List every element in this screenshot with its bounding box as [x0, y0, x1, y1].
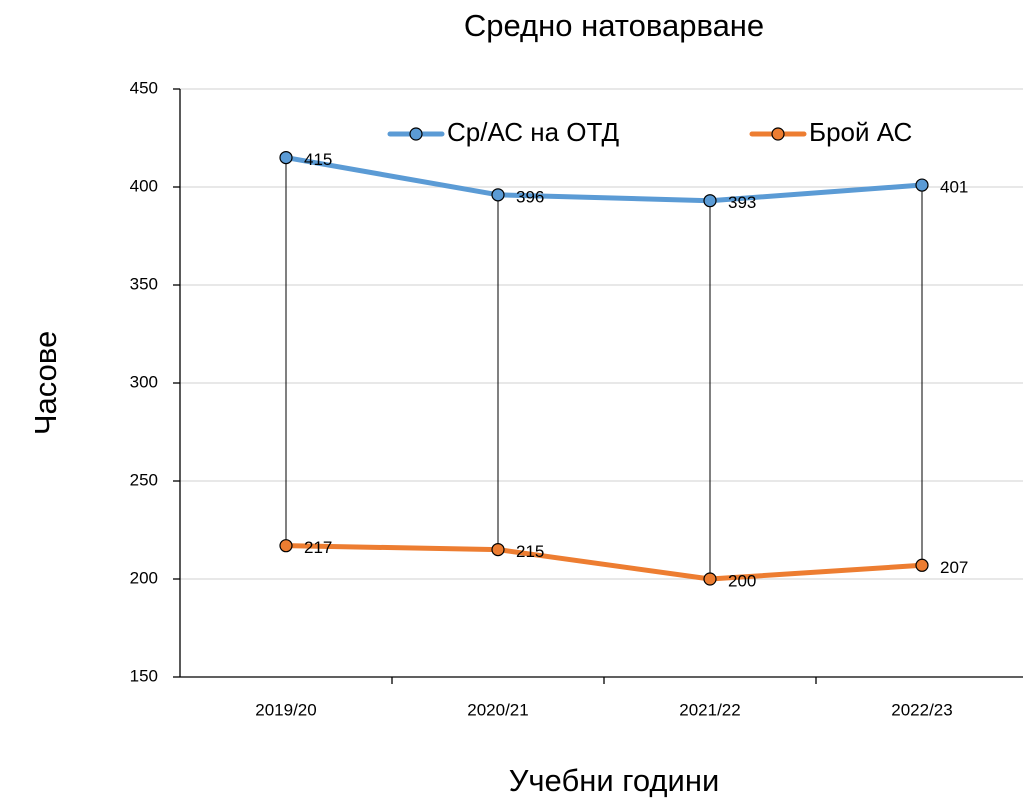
y-tick-label: 200	[130, 568, 158, 587]
data-label: 396	[516, 187, 544, 206]
y-tick-label: 450	[130, 78, 158, 97]
data-label: 393	[728, 193, 756, 212]
marker	[279, 151, 293, 165]
data-label: 415	[304, 150, 332, 169]
chart-title: Средно натоварване	[464, 8, 764, 43]
data-label: 401	[940, 178, 968, 197]
marker	[915, 178, 929, 192]
data-label: 217	[304, 538, 332, 557]
y-tick-label: 150	[130, 666, 158, 685]
series-line	[283, 155, 925, 204]
marker	[491, 188, 505, 202]
x-tick-label: 2022/23	[891, 700, 952, 719]
data-label: 200	[728, 571, 756, 590]
x-tick-label: 2020/21	[467, 700, 528, 719]
legend-marker	[771, 127, 785, 141]
y-tick-label: 400	[130, 176, 158, 195]
marker	[703, 572, 717, 586]
y-axis-label: Часове	[28, 331, 63, 435]
x-tick-label: 2021/22	[679, 700, 740, 719]
marker	[703, 194, 717, 208]
x-tick-label: 2019/20	[255, 700, 316, 719]
y-tick-label: 250	[130, 470, 158, 489]
y-tick-label: 300	[130, 372, 158, 391]
series-line	[283, 543, 925, 582]
x-axis-label: Учебни години	[509, 763, 720, 798]
y-tick-label: 350	[130, 274, 158, 293]
legend-label: Брой АС	[809, 117, 912, 147]
marker	[915, 558, 929, 572]
legend-label: Ср/АС на ОТД	[447, 117, 620, 147]
marker	[279, 539, 293, 553]
data-label: 207	[940, 558, 968, 577]
data-label: 215	[516, 542, 544, 561]
marker	[491, 542, 505, 557]
legend-marker	[409, 127, 423, 141]
